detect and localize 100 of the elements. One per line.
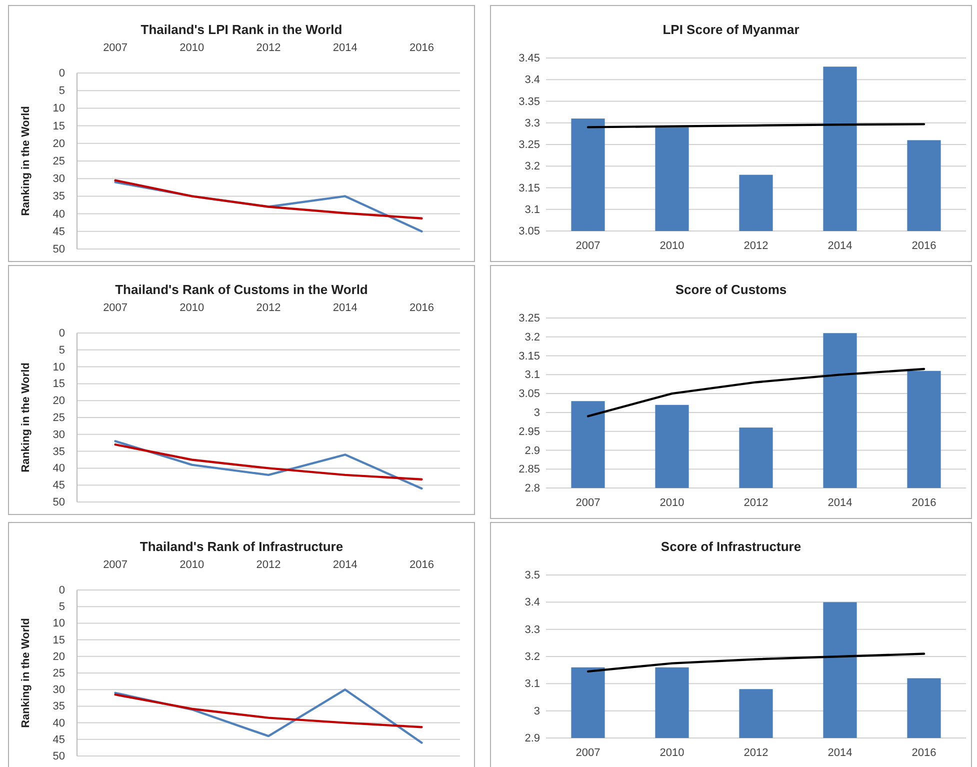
line-series [114, 440, 423, 490]
x-tick-label: 2010 [180, 559, 204, 571]
y-tick-label: 35 [52, 446, 65, 458]
y-tick-label: 15 [52, 634, 65, 646]
x-tick-label: 2007 [103, 302, 128, 314]
y-tick-label: 3.1 [524, 369, 540, 382]
y-tick-label: 20 [52, 138, 65, 150]
y-tick-label: 30 [52, 173, 65, 186]
y-tick-label: 0 [58, 328, 65, 340]
y-tick-label: 15 [52, 120, 65, 132]
y-tick-label: 3.05 [518, 226, 540, 238]
line-series [114, 443, 423, 480]
x-tick-label: 2016 [912, 240, 936, 252]
y-tick-label: 25 [52, 156, 65, 168]
x-tick-label: 2010 [180, 42, 204, 54]
x-tick-label: 2014 [332, 42, 358, 54]
line-series [586, 652, 926, 673]
y-tick-label: 35 [52, 190, 65, 203]
x-tick-label: 2012 [744, 746, 768, 759]
x-tick-label: 2012 [256, 559, 281, 571]
x-tick-label: 2012 [256, 302, 281, 314]
y-tick-label: 50 [52, 244, 65, 256]
x-tick-label: 2012 [744, 240, 768, 252]
y-tick-label: 10 [52, 361, 65, 374]
y-tick-label: 3.2 [524, 651, 540, 664]
y-tick-label: 2.95 [518, 426, 540, 438]
y-tick-label: 40 [52, 208, 65, 220]
x-tick-label: 2007 [103, 42, 128, 54]
x-tick-label: 2010 [660, 496, 684, 509]
y-tick-label: 25 [52, 668, 65, 680]
x-tick-label: 2010 [180, 302, 204, 314]
line-series [114, 693, 423, 728]
y-tick-label: 2.8 [524, 482, 540, 495]
y-tick-label: 2.9 [524, 444, 540, 457]
y-tick-label: 50 [52, 750, 65, 763]
y-tick-label: 3.2 [524, 160, 540, 173]
y-tick-label: 30 [52, 428, 65, 441]
x-tick-label: 2014 [828, 496, 852, 509]
y-tick-label: 50 [52, 496, 65, 509]
chart-title: Score of Customs [675, 282, 787, 297]
y-tick-label: 0 [58, 584, 65, 597]
y-tick-label: 3.5 [524, 570, 540, 582]
y-tick-label: 35 [52, 700, 65, 713]
y-tick-label: 3.1 [524, 678, 540, 690]
chart-title: Score of Infrastructure [660, 539, 802, 554]
x-tick-label: 2016 [912, 746, 936, 759]
y-tick-label: 45 [52, 480, 65, 492]
y-tick-label: 3 [534, 406, 540, 419]
x-tick-label: 2007 [576, 496, 600, 509]
y-tick-label: 40 [52, 717, 65, 730]
y-tick-label: 3.25 [518, 139, 540, 152]
chart-title: LPI Score of Myanmar [662, 22, 800, 37]
y-tick-label: 3.1 [524, 204, 540, 216]
y-tick-label: 3.05 [518, 388, 540, 400]
y-tick-label: 40 [52, 462, 65, 475]
line-series [114, 179, 423, 220]
y-axis-title: Ranking in the World [20, 362, 32, 472]
y-tick-label: 3.4 [524, 74, 540, 86]
x-tick-label: 2010 [660, 240, 684, 252]
y-axis-title: Ranking in the World [20, 618, 32, 728]
y-tick-label: 5 [58, 344, 65, 356]
line-series [586, 368, 926, 418]
y-tick-label: 10 [52, 618, 65, 630]
y-tick-label: 3.3 [524, 624, 540, 636]
y-tick-label: 5 [58, 85, 65, 98]
y-tick-label: 45 [52, 226, 65, 238]
y-tick-label: 15 [52, 378, 65, 390]
y-tick-label: 30 [52, 684, 65, 696]
y-tick-label: 3.3 [524, 117, 540, 130]
chart-title: Thailand's Rank of Infrastructure [140, 539, 344, 554]
chart-title: Thailand's LPI Rank in the World [140, 22, 342, 37]
x-tick-label: 2007 [576, 746, 600, 759]
x-tick-label: 2010 [660, 746, 684, 759]
x-tick-label: 2016 [409, 559, 434, 571]
y-tick-label: 3.2 [524, 331, 540, 344]
chart-title: Thailand's Rank of Customs in the World [115, 282, 368, 297]
y-tick-label: 20 [52, 395, 65, 408]
y-tick-label: 3.25 [518, 312, 540, 325]
x-tick-label: 2007 [103, 559, 128, 571]
x-tick-label: 2016 [409, 302, 434, 314]
x-tick-label: 2014 [332, 559, 358, 571]
y-tick-label: 25 [52, 412, 65, 424]
x-tick-label: 2014 [828, 746, 852, 759]
y-tick-label: 10 [52, 102, 65, 115]
x-tick-label: 2014 [828, 240, 852, 252]
x-tick-label: 2016 [409, 42, 434, 54]
y-tick-label: 3.15 [518, 182, 540, 194]
y-tick-label: 2.9 [524, 732, 540, 745]
y-tick-label: 2.85 [518, 464, 540, 476]
x-tick-label: 2007 [576, 240, 600, 252]
y-tick-label: 3.4 [524, 596, 540, 609]
y-axis-title: Ranking in the World [20, 106, 32, 216]
x-tick-label: 2016 [912, 496, 936, 509]
y-tick-label: 3 [534, 705, 540, 718]
y-tick-label: 45 [52, 734, 65, 746]
x-tick-label: 2012 [744, 496, 768, 509]
x-tick-label: 2014 [332, 302, 358, 314]
x-tick-label: 2012 [256, 42, 281, 54]
y-tick-label: 3.35 [518, 96, 540, 108]
y-tick-label: 20 [52, 650, 65, 663]
